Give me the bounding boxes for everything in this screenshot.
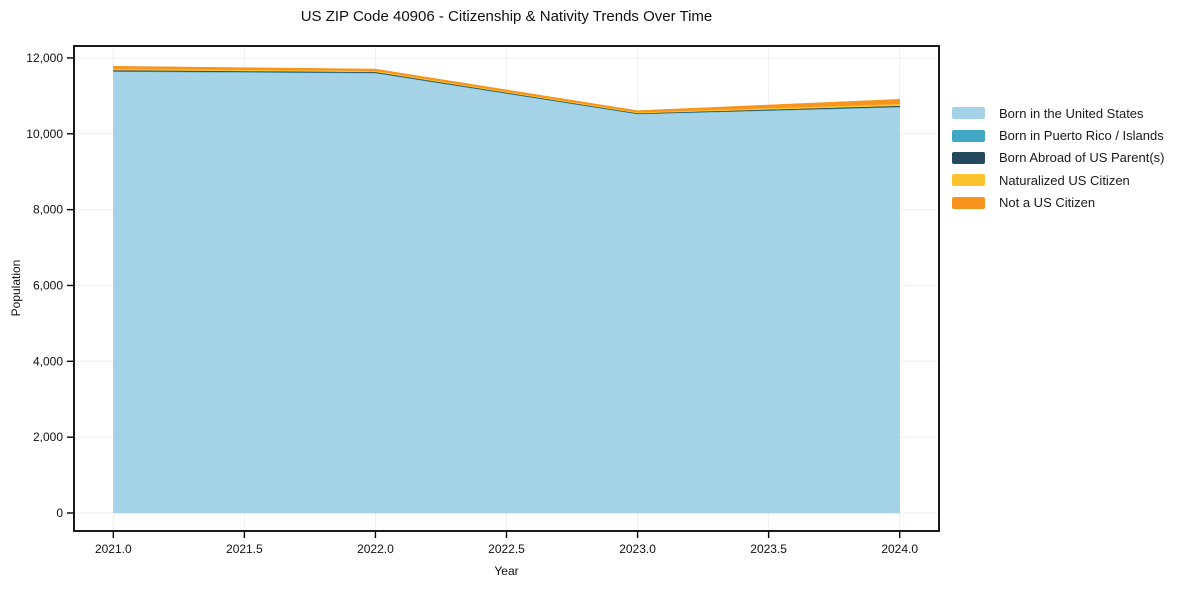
- legend-item: Born Abroad of US Parent(s): [952, 147, 1164, 169]
- x-tick-label: 2023.0: [619, 542, 656, 556]
- legend-swatch: [952, 196, 985, 209]
- y-tick-label: 6,000: [33, 278, 63, 292]
- legend-swatch: [952, 174, 985, 187]
- x-tick-label: 2021.0: [95, 542, 132, 556]
- x-tick-label: 2024.0: [881, 542, 918, 556]
- y-tick-label: 8,000: [33, 203, 63, 217]
- legend-label: Not a US Citizen: [999, 195, 1096, 211]
- y-axis-label: Population: [9, 259, 23, 317]
- legend-label: Born Abroad of US Parent(s): [999, 150, 1165, 166]
- legend-item: Born in Puerto Rico / Islands: [952, 124, 1164, 146]
- x-tick-label: 2022.5: [488, 542, 525, 556]
- x-axis-label: Year: [494, 564, 519, 578]
- area-series-born-in-the-united-states: [113, 71, 900, 514]
- legend-item: Naturalized US Citizen: [952, 169, 1164, 191]
- legend-swatch: [952, 107, 985, 120]
- x-tick-label: 2023.5: [750, 542, 787, 556]
- plot-border: [73, 45, 940, 532]
- area-series-not-a-us-citizen: [113, 66, 900, 113]
- legend-item: Born in the United States: [952, 102, 1164, 124]
- x-tick-label: 2021.5: [226, 542, 263, 556]
- y-tick-label: 12,000: [26, 51, 63, 65]
- legend-label: Born in the United States: [999, 105, 1144, 121]
- y-tick-label: 4,000: [33, 354, 63, 368]
- legend: Born in the United States Born in Puerto …: [952, 102, 1164, 214]
- legend-item: Not a US Citizen: [952, 192, 1164, 214]
- chart-title: US ZIP Code 40906 - Citizenship & Nativi…: [300, 8, 713, 25]
- legend-label: Naturalized US Citizen: [999, 172, 1130, 188]
- y-tick-label: 0: [56, 506, 63, 520]
- legend-swatch: [952, 151, 985, 164]
- y-tick-label: 2,000: [33, 430, 63, 444]
- x-tick-label: 2022.0: [357, 542, 394, 556]
- legend-swatch: [952, 129, 985, 142]
- y-tick-label: 10,000: [26, 127, 63, 141]
- legend-label: Born in Puerto Rico / Islands: [999, 128, 1164, 144]
